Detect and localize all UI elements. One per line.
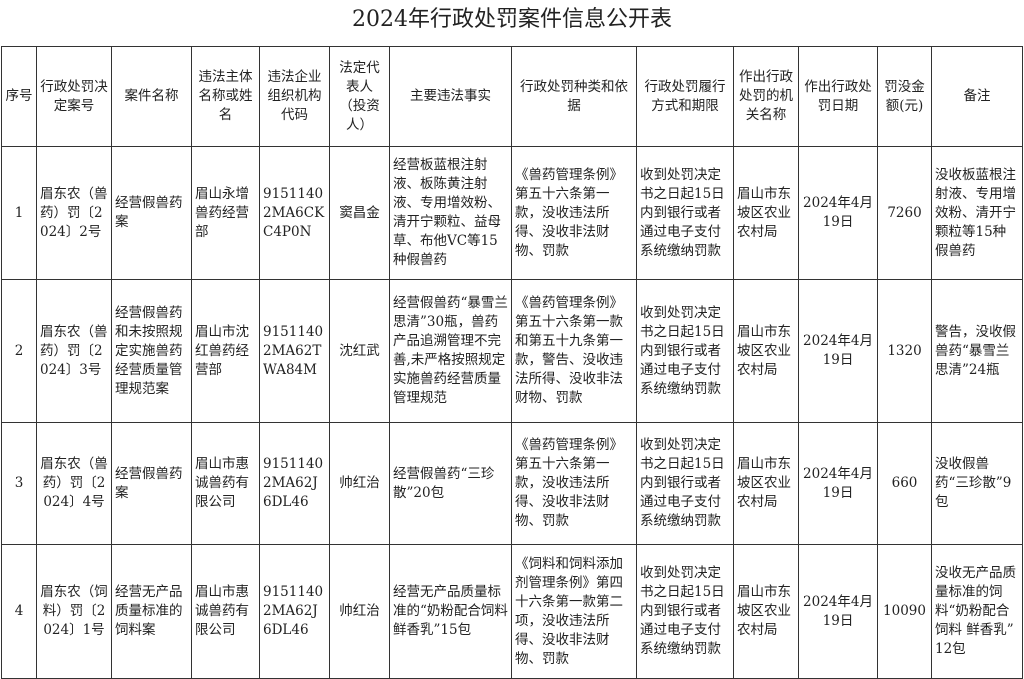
column-header: 法定代表人（投资人） [329, 46, 390, 147]
table-cell: 7260 [877, 146, 932, 280]
column-header: 案件名称 [111, 46, 192, 147]
table-cell: 收到处罚决定书之日起15日内到银行或者通过电子支付系统缴纳罚款 [636, 279, 734, 423]
table-cell: 《饲料和饲料添加剂管理条例》第四十六条第一款第二项，没收违法所得、没收非法财物、… [511, 544, 637, 679]
table-cell: 经营假兽药和未按照规定实施兽药经营质量管理规范案 [111, 279, 192, 423]
column-header: 序号 [1, 46, 37, 147]
column-header: 作出行政处罚日期 [798, 46, 878, 147]
table-cell: 4 [1, 544, 37, 679]
table-cell: 91511402MA6CKC4P0N [259, 146, 330, 280]
column-header: 作出行政处罚的机关名称 [733, 46, 799, 147]
column-header: 行政处罚履行方式和期限 [636, 46, 734, 147]
column-header: 主要违法事实 [389, 46, 512, 147]
column-header: 行政处罚种类和依据 [511, 46, 637, 147]
page-title: 2024年行政处罚案件信息公开表 [352, 7, 672, 32]
table-cell: 眉东农（兽药）罚〔2024〕2号 [36, 146, 112, 280]
table-cell: 经营假兽药案 [111, 146, 192, 280]
column-header: 违法企业组织机构代码 [259, 46, 330, 147]
table-cell: 2024年4月19日 [798, 146, 878, 280]
table-cell: 2024年4月19日 [798, 279, 878, 423]
table-cell: 1 [1, 146, 37, 280]
table-cell: 眉山市沈红兽药经营部 [191, 279, 260, 423]
table-cell: 收到处罚决定书之日起15日内到银行或者通过电子支付系统缴纳罚款 [636, 146, 734, 280]
table-cell: 3 [1, 422, 37, 545]
table-row: 1 眉东农（兽药）罚〔2024〕2号 经营假兽药案 眉山永增兽药经营部 91511402… [1, 146, 1023, 280]
table-row: 3 眉东农（兽药）罚〔2024〕4号 经营假兽药案 眉山市惠诚兽药有限公司 915114… [1, 422, 1023, 545]
table-cell: 眉山市惠诚兽药有限公司 [191, 422, 260, 545]
column-header: 行政处罚决定案号 [36, 46, 112, 147]
table-cell: 经营无产品质量标准的“奶粉配合饲料 鲜香乳”15包 [389, 544, 512, 679]
table-cell: 660 [877, 422, 932, 545]
table-cell: 2024年4月19日 [798, 544, 878, 679]
table-cell: 眉山市东坡区农业农村局 [733, 544, 799, 679]
table-cell: 眉山市惠诚兽药有限公司 [191, 544, 260, 679]
table-cell: 经营无产品质量标准的饲料案 [111, 544, 192, 679]
table-cell: 窦昌金 [329, 146, 390, 280]
table-cell: 91511402MA62J6DL46 [259, 544, 330, 679]
table-cell: 眉山永增兽药经营部 [191, 146, 260, 280]
table-cell: 沈红武 [329, 279, 390, 423]
column-header: 罚没金额(元) [877, 46, 932, 147]
table-cell: 没收假兽药“三珍散”9包 [931, 422, 1023, 545]
table-cell: 没收板蓝根注射液、专用增效粉、清开宁颗粒等15种假兽药 [931, 146, 1023, 280]
table-cell: 1320 [877, 279, 932, 423]
header-row: 序号 行政处罚决定案号 案件名称 违法主体名称或姓名 违法企业组织机构代码 法定代表人（投… [1, 46, 1023, 147]
column-header: 备注 [931, 46, 1023, 147]
table-cell: 没收无产品质量标准的饲料“奶粉配合饲料 鲜香乳” 12包 [931, 544, 1023, 679]
table-cell: 收到处罚决定书之日起15日内到银行或者通过电子支付系统缴纳罚款 [636, 544, 734, 679]
table-cell: 眉山市东坡区农业农村局 [733, 146, 799, 280]
table-cell: 帅红治 [329, 422, 390, 545]
table-cell: 警告，没收假兽药“暴雪兰思清”24瓶 [931, 279, 1023, 423]
table-cell: 《兽药管理条例》第五十六条第一款，没收违法所得、没收非法财物、罚款 [511, 146, 637, 280]
table-row: 2 眉东农（兽药）罚〔2024〕3号 经营假兽药和未按照规定实施兽药经营质量管理规范… [1, 279, 1023, 423]
table-cell: 眉东农（兽药）罚〔2024〕4号 [36, 422, 112, 545]
table-cell: 帅红治 [329, 544, 390, 679]
table-cell: 眉山市东坡区农业农村局 [733, 422, 799, 545]
table-cell: 经营板蓝根注射液、板陈黄注射液、专用增效粉、清开宁颗粒、益母草、布他VC等15种… [389, 146, 512, 280]
table-cell: 经营假兽药案 [111, 422, 192, 545]
table-cell: 《兽药管理条例》第五十六条第一款，没收违法所得、没收非法财物、罚款 [511, 422, 637, 545]
table-cell: 91511402MA62TWA84M [259, 279, 330, 423]
table-cell: 收到处罚决定书之日起15日内到银行或者通过电子支付系统缴纳罚款 [636, 422, 734, 545]
table-cell: 眉东农（兽药）罚〔2024〕3号 [36, 279, 112, 423]
table-cell: 91511402MA62J6DL46 [259, 422, 330, 545]
table-cell: 眉东农（饲料）罚〔2024〕1号 [36, 544, 112, 679]
table-cell: 2024年4月19日 [798, 422, 878, 545]
table-cell: 经营假兽药“三珍散”20包 [389, 422, 512, 545]
penalty-table: 序号 行政处罚决定案号 案件名称 违法主体名称或姓名 违法企业组织机构代码 法定代表人（投… [1, 46, 1023, 679]
column-header: 违法主体名称或姓名 [191, 46, 260, 147]
table-cell: 眉山市东坡区农业农村局 [733, 279, 799, 423]
table-row: 4 眉东农（饲料）罚〔2024〕1号 经营无产品质量标准的饲料案 眉山市惠诚兽药有限公… [1, 544, 1023, 679]
table-cell: 经营假兽药“暴雪兰思清”30瓶，兽药产品追溯管理不完善,未严格按照规定实施兽药经… [389, 279, 512, 423]
table-cell: 10090 [877, 544, 932, 679]
table-cell: 《兽药管理条例》第五十六条第一款和第五十九条第一款，警告、没收违法所得、没收非法… [511, 279, 637, 423]
table-cell: 2 [1, 279, 37, 423]
